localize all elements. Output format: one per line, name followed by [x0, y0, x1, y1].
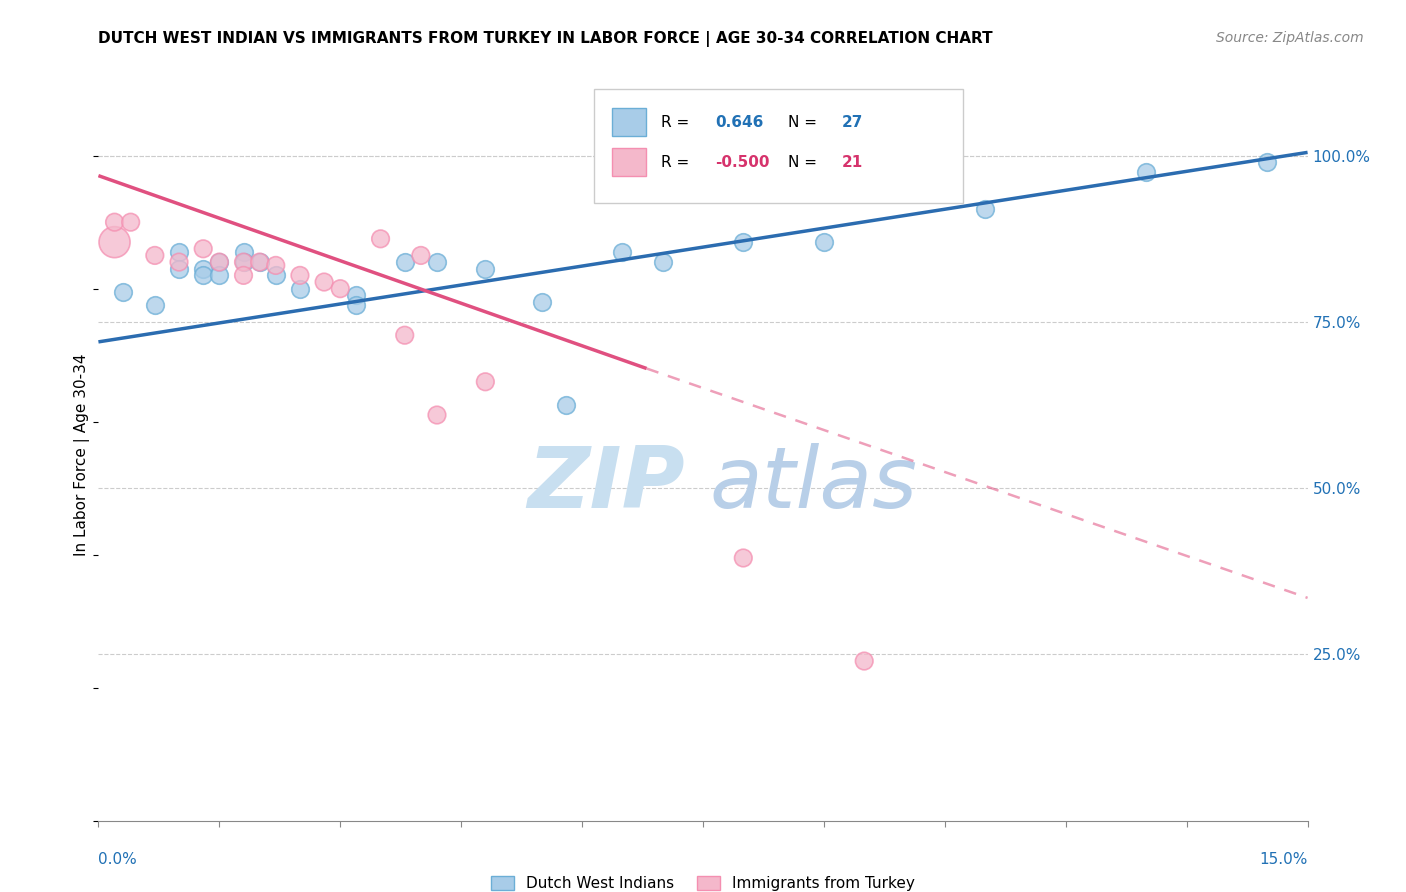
Point [1135, 165, 1157, 179]
Point [530, 295, 553, 310]
Point [208, 255, 231, 269]
Text: 27: 27 [842, 114, 863, 129]
Point [733, 551, 755, 566]
Point [143, 298, 166, 312]
Text: 0.646: 0.646 [716, 114, 763, 129]
Point [344, 298, 367, 312]
Text: ZIP: ZIP [527, 442, 685, 525]
Point [249, 255, 271, 269]
Point [232, 245, 254, 260]
Point [111, 285, 134, 299]
Point [193, 268, 215, 283]
FancyBboxPatch shape [595, 89, 963, 202]
Point [394, 328, 416, 343]
Point [264, 259, 287, 273]
Point [193, 261, 215, 276]
Text: -0.500: -0.500 [716, 155, 769, 169]
Point [208, 255, 231, 269]
Point [974, 202, 997, 216]
Point [426, 408, 449, 422]
Point [426, 255, 449, 269]
Point [193, 242, 215, 256]
Point [555, 398, 578, 412]
Point [733, 235, 755, 249]
Point [409, 248, 432, 262]
Point [344, 288, 367, 302]
Point [370, 232, 392, 246]
Y-axis label: In Labor Force | Age 30-34: In Labor Force | Age 30-34 [75, 353, 90, 557]
Point [329, 282, 352, 296]
Point [474, 375, 496, 389]
Text: 0.0%: 0.0% [98, 852, 138, 867]
Point [813, 235, 835, 249]
Point [103, 235, 125, 249]
Text: R =: R = [661, 155, 693, 169]
Point [394, 255, 416, 269]
Point [208, 268, 231, 283]
Point [612, 245, 634, 260]
Point [314, 275, 336, 289]
Point [120, 215, 142, 229]
Text: 15.0%: 15.0% [1260, 852, 1308, 867]
FancyBboxPatch shape [613, 148, 647, 177]
Point [232, 255, 254, 269]
Point [167, 245, 190, 260]
Point [249, 255, 271, 269]
Text: N =: N = [787, 114, 821, 129]
Text: N =: N = [787, 155, 821, 169]
Point [288, 282, 311, 296]
Text: Source: ZipAtlas.com: Source: ZipAtlas.com [1216, 31, 1364, 45]
Point [167, 255, 190, 269]
Point [103, 215, 125, 229]
Text: R =: R = [661, 114, 693, 129]
Point [232, 268, 254, 283]
FancyBboxPatch shape [613, 108, 647, 136]
Point [143, 248, 166, 262]
Text: DUTCH WEST INDIAN VS IMMIGRANTS FROM TURKEY IN LABOR FORCE | AGE 30-34 CORRELATI: DUTCH WEST INDIAN VS IMMIGRANTS FROM TUR… [98, 31, 993, 47]
Text: 21: 21 [842, 155, 863, 169]
Point [264, 268, 287, 283]
Point [651, 255, 673, 269]
Legend: Dutch West Indians, Immigrants from Turkey: Dutch West Indians, Immigrants from Turk… [485, 870, 921, 892]
Point [167, 261, 190, 276]
Point [1256, 155, 1278, 169]
Point [853, 654, 876, 668]
Point [232, 255, 254, 269]
Text: atlas: atlas [709, 442, 917, 525]
Point [288, 268, 311, 283]
Point [474, 261, 496, 276]
